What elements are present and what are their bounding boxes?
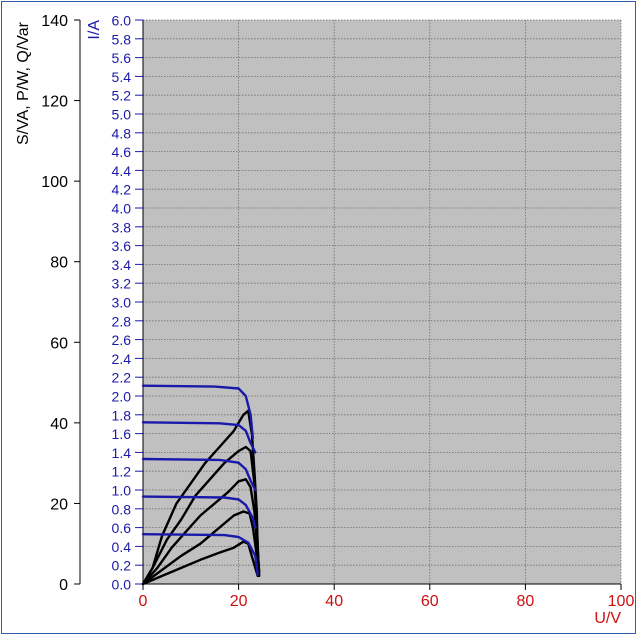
current-axis-tick-label: 2.2 [112, 370, 132, 386]
current-axis-tick-label: 1.8 [112, 407, 132, 423]
left-axis-tick-label: 140 [41, 13, 68, 30]
x-axis-tick-label: 100 [608, 593, 635, 610]
left-axis-tick-label: 20 [50, 496, 68, 513]
current-axis-tick-label: 5.8 [112, 31, 132, 47]
current-curve [141, 421, 257, 454]
left-axis-tick-label: 80 [50, 255, 68, 272]
left-axis-tick-label: 120 [41, 94, 68, 111]
left-axis-tick-label: 40 [50, 416, 68, 433]
current-axis-tick-label: 1.0 [112, 483, 132, 499]
current-axis-tick-label: 0.2 [112, 558, 132, 574]
power-curve [141, 445, 260, 586]
current-axis-tick-label: 4.4 [112, 163, 132, 179]
x-axis-tick-label: 60 [421, 593, 439, 610]
current-axis-tick-label: 4.8 [112, 125, 132, 141]
current-axis-tick-label: 1.4 [112, 445, 132, 461]
current-axis-tick-label: 0.0 [112, 577, 132, 593]
x-axis-tick-label: 80 [517, 593, 535, 610]
x-axis-ticks: 0 20 40 60 80 100 [139, 584, 635, 610]
x-axis-tick-label: 40 [325, 593, 343, 610]
current-axis-tick-label: 3.8 [112, 219, 132, 235]
current-axis-tick-label: 3.0 [112, 295, 132, 311]
current-axis-tick-label: 0.6 [112, 520, 132, 536]
current-axis-tick-label: 5.0 [112, 107, 132, 123]
current-axis-tick-label: 5.4 [112, 69, 132, 85]
current-curve [141, 533, 259, 576]
current-curve [141, 495, 257, 529]
left-axis-tick-label: 100 [41, 174, 68, 191]
series-group [141, 384, 261, 586]
current-axis-tick-label: 4.0 [112, 201, 132, 217]
current-axis-tick-label: 2.6 [112, 332, 132, 348]
grid [143, 19, 622, 584]
current-axis-tick-label: 1.6 [112, 426, 132, 442]
current-curve [141, 384, 255, 440]
current-axis-tick-label: 4.2 [112, 182, 132, 198]
current-axis-tick-label: 5.2 [112, 88, 132, 104]
left-axis-ticks: 0 20 40 60 80 100 120 140 [41, 13, 80, 594]
left-axis-label: S/VA, P/W, Q/Var [15, 21, 32, 145]
current-axis-tick-label: 3.6 [112, 238, 132, 254]
plot-area [143, 20, 621, 584]
x-axis-tick-label: 20 [230, 593, 248, 610]
current-axis-tick-label: 2.8 [112, 313, 132, 329]
current-axis-tick-label: 3.2 [112, 276, 132, 292]
power-curve [141, 478, 261, 586]
current-axis-tick-label: 5.6 [112, 50, 132, 66]
left-axis-tick-label: 0 [59, 577, 68, 594]
current-axis-tick-label: 2.4 [112, 351, 132, 367]
x-axis-tick-label: 0 [139, 593, 148, 610]
current-axis-tick-label: 0.4 [112, 539, 132, 555]
current-axis-tick-label: 0.8 [112, 501, 132, 517]
current-axis-label: I/A [86, 20, 103, 40]
current-axis-ticks: 0.0 0.2 0.4 0.6 0.8 1.0 1.2 1.4 1.6 1.8 2.0 2.2 2.4 2… [112, 13, 143, 593]
power-curve [141, 510, 259, 586]
current-axis-tick-label: 3.4 [112, 257, 132, 273]
x-axis-label: U/V [594, 610, 621, 627]
current-axis-tick-label: 1.2 [112, 464, 132, 480]
current-axis-tick-label: 6.0 [112, 13, 132, 29]
current-axis-tick-label: 4.6 [112, 144, 132, 160]
current-curve [141, 457, 257, 492]
left-axis-tick-label: 60 [50, 335, 68, 352]
power-curve [141, 540, 259, 586]
current-axis-tick-label: 2.0 [112, 389, 132, 405]
